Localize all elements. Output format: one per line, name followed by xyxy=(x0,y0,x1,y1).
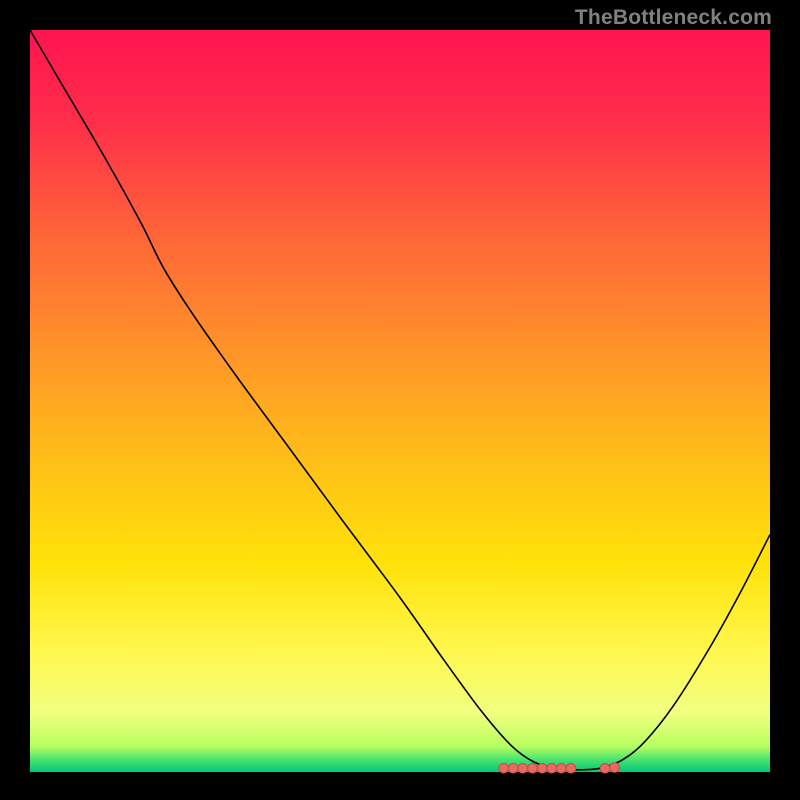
root-frame: TheBottleneck.com xyxy=(0,0,800,800)
data-marker xyxy=(610,763,620,773)
data-marker xyxy=(557,763,567,773)
gradient-plot xyxy=(0,0,800,800)
data-marker xyxy=(547,763,557,773)
gradient-background xyxy=(30,30,770,772)
data-marker xyxy=(600,763,610,773)
data-marker xyxy=(508,763,518,773)
data-marker xyxy=(518,763,528,773)
data-marker xyxy=(537,763,547,773)
data-marker xyxy=(499,763,509,773)
data-marker xyxy=(566,763,576,773)
data-marker xyxy=(528,763,538,773)
